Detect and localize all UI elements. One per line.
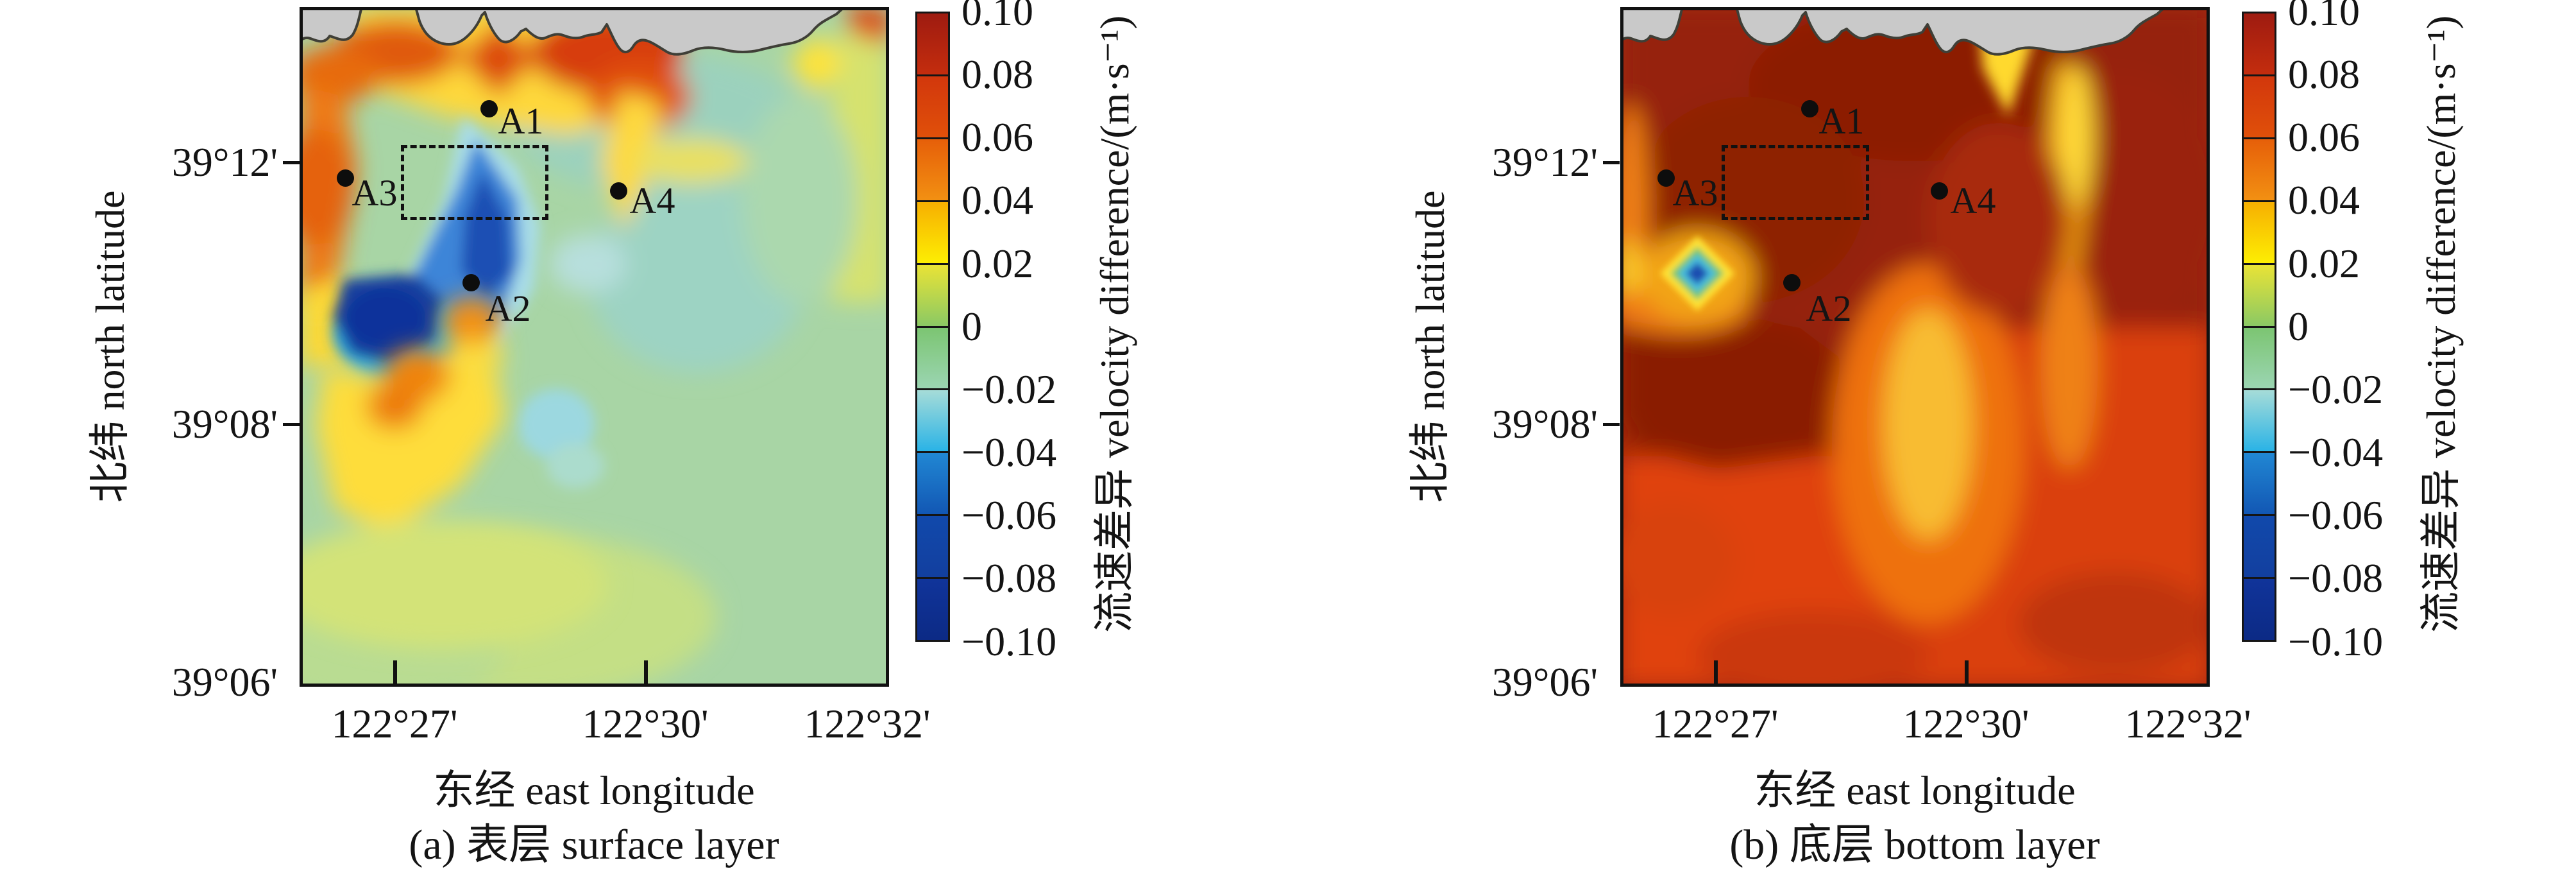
panel-b-station-label-a3: A3 — [1672, 172, 1718, 214]
panel-b-cbtick-3: 0.04 — [2288, 177, 2360, 223]
panel-b-ytick-12: 39°12' — [1491, 139, 1598, 185]
panel-b-station-dot-a2 — [1783, 274, 1801, 291]
panel-a-cbtick-9: −0.08 — [962, 555, 1057, 601]
panel-a-xtick-32: 122°32' — [804, 701, 931, 746]
panel-b-xtick-27: 122°27' — [1652, 701, 1779, 746]
panel-a-station-dot-a1 — [480, 100, 498, 117]
panel-b-xtick-mark-27 — [1714, 660, 1718, 684]
panel-b-map: A1 A2 A3 A4 — [1620, 7, 2210, 687]
panel-a-station-label-a4: A4 — [629, 180, 675, 221]
panel-b-station-dot-a1 — [1801, 100, 1818, 117]
panel-a-cbtick-6: −0.02 — [962, 366, 1057, 412]
panel-a-ytick-12: 39°12' — [171, 139, 278, 185]
panel-a-map: A1 A2 A3 A4 — [300, 7, 889, 687]
panel-a-ytick-mark-08 — [283, 423, 300, 426]
panel-b-station-label-a1: A1 — [1818, 100, 1865, 142]
panel-a-station-dot-a3 — [337, 169, 354, 187]
panel-a-station-dot-a4 — [610, 182, 627, 200]
panel-b-cbtick-9: −0.08 — [2288, 555, 2384, 601]
panel-b-ytick-mark-08 — [1603, 423, 1620, 426]
panel-a-ytick-08: 39°08' — [171, 401, 278, 447]
panel-b-cbtick-2: 0.06 — [2288, 114, 2360, 160]
panel-a-colorbar-label: 流速差异 velocity difference/(m·s⁻¹) — [1092, 15, 1137, 633]
panel-a-cbtick-5: 0 — [962, 304, 982, 349]
panel-a-xtick-27: 122°27' — [331, 701, 458, 746]
panel-a-ytick-06: 39°06' — [171, 659, 278, 705]
panel-a-cbtick-3: 0.04 — [962, 177, 1033, 223]
land-north-b — [1735, 7, 2165, 56]
panel-b-xtick-mark-30 — [1965, 660, 1969, 684]
panel-a-heatmap-art — [300, 7, 889, 687]
panel-b-ytick-08: 39°08' — [1491, 401, 1598, 447]
panel-b-colorbar — [2242, 12, 2276, 642]
panel-b-station-dot-a3 — [1657, 169, 1675, 187]
panel-b-cbtick-1: 0.08 — [2288, 51, 2360, 97]
panel-b-cbtick-10: −0.10 — [2288, 619, 2384, 664]
panel-b-xlabel: 东经 east longitude — [1754, 768, 2076, 813]
panel-b-station-label-a2: A2 — [1806, 288, 1852, 329]
panel-a-cbtick-8: −0.06 — [962, 492, 1057, 538]
panel-a-ylabel: 北纬 north latitude — [87, 190, 133, 503]
panel-a-cbtick-2: 0.06 — [962, 114, 1033, 160]
panel-a-cbtick-7: −0.04 — [962, 429, 1057, 475]
panel-a-station-label-a3: A3 — [352, 172, 398, 214]
panel-b-cbtick-8: −0.06 — [2288, 492, 2384, 538]
panel-b-caption: (b) 底层 bottom layer — [1729, 822, 2100, 868]
panel-a-study-area-box — [401, 145, 548, 220]
panel-a-caption: (a) 表层 surface layer — [409, 822, 779, 868]
panel-a-cbtick-0: 0.10 — [962, 0, 1033, 34]
panel-a-cbtick-1: 0.08 — [962, 51, 1033, 97]
panel-a-station-dot-a2 — [462, 274, 480, 291]
panel-b-ylabel: 北纬 north latitude — [1407, 190, 1453, 503]
panel-b-cbtick-4: 0.02 — [2288, 241, 2360, 286]
panel-a-xtick-mark-30 — [644, 660, 648, 684]
land-west-a — [300, 7, 363, 43]
panel-b-ytick-mark-12 — [1603, 161, 1620, 164]
panel-a-cbtick-4: 0.02 — [962, 241, 1033, 286]
panel-a-xtick-mark-27 — [393, 660, 397, 684]
panel-b-cbtick-7: −0.04 — [2288, 429, 2384, 475]
panel-a-cbtick-10: −0.10 — [962, 619, 1057, 664]
panel-b-study-area-box — [1722, 145, 1869, 220]
panel-b-cbtick-0: 0.10 — [2288, 0, 2360, 34]
panel-b-ytick-06: 39°06' — [1491, 659, 1598, 705]
panel-b-xtick-30: 122°30' — [1902, 701, 2029, 746]
panel-a-xlabel: 东经 east longitude — [433, 768, 755, 813]
panel-a-station-label-a2: A2 — [485, 288, 531, 329]
panel-b-cbtick-6: −0.02 — [2288, 366, 2384, 412]
panel-a-ytick-mark-12 — [283, 161, 300, 164]
panel-b-cbtick-5: 0 — [2288, 304, 2309, 349]
panel-b-xtick-32: 122°32' — [2124, 701, 2251, 746]
panel-a-xtick-30: 122°30' — [582, 701, 709, 746]
land-west-b — [1620, 7, 1684, 43]
panel-b-heatmap-art — [1620, 7, 2210, 687]
panel-a-colorbar — [915, 12, 950, 642]
land-north-a — [414, 7, 845, 56]
panel-b-station-dot-a4 — [1931, 182, 1948, 200]
panel-a-station-label-a1: A1 — [498, 100, 544, 142]
panel-b-colorbar-label: 流速差异 velocity difference/(m·s⁻¹) — [2418, 15, 2464, 633]
panel-b-station-label-a4: A4 — [1950, 180, 1996, 221]
